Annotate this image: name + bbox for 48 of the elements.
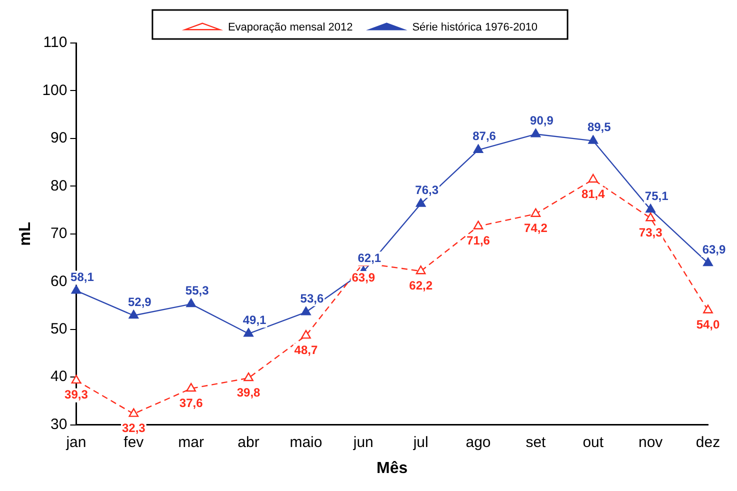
data-label: 62,2 xyxy=(409,278,433,292)
data-label: 74,2 xyxy=(524,221,548,236)
data-label: 75,1 xyxy=(644,188,669,203)
data-label: 63,9 xyxy=(352,270,376,284)
x-tick-label: jun xyxy=(352,434,374,451)
x-tick-label: jul xyxy=(412,434,428,451)
data-label: 71,6 xyxy=(466,234,490,248)
data-label: 32,3 xyxy=(122,421,146,436)
data-label: 63,9 xyxy=(702,242,726,256)
x-tick-label: ago xyxy=(466,434,491,451)
x-tick-label: jan xyxy=(65,434,86,451)
data-label: 37,6 xyxy=(179,396,204,410)
data-label: 90,9 xyxy=(530,113,554,128)
data-label: 49,1 xyxy=(242,312,267,327)
data-label: 58,1 xyxy=(70,270,94,284)
y-tick-label: 100 xyxy=(42,82,68,99)
x-tick-label: abr xyxy=(238,434,260,451)
x-tick-label: mar xyxy=(178,434,204,451)
y-tick-label: 90 xyxy=(50,130,68,147)
y-tick-label: 70 xyxy=(50,225,68,242)
x-tick-label: set xyxy=(526,434,547,451)
legend-label: Evaporação mensal 2012 xyxy=(228,22,353,34)
x-tick-label: dez xyxy=(696,434,720,451)
data-label: 87,6 xyxy=(472,129,496,144)
y-tick-label: 110 xyxy=(43,34,68,52)
x-tick-label: out xyxy=(582,434,604,451)
data-label: 54,0 xyxy=(696,318,720,332)
data-label: 39,8 xyxy=(236,385,261,400)
x-tick-label: nov xyxy=(638,434,664,451)
y-tick-label: 50 xyxy=(50,320,68,338)
legend-label: Série histórica 1976-2010 xyxy=(412,22,538,34)
data-label: 48,7 xyxy=(294,342,318,357)
data-label: 39,3 xyxy=(64,388,88,402)
data-label: 81,4 xyxy=(581,186,606,201)
data-label: 53,6 xyxy=(300,291,324,306)
x-tick-label: maio xyxy=(290,434,322,451)
data-label: 89,5 xyxy=(587,120,612,134)
x-tick-label: fev xyxy=(124,434,144,451)
y-tick-label: 30 xyxy=(50,416,68,433)
data-label: 52,9 xyxy=(128,294,152,309)
data-label: 73,3 xyxy=(638,225,663,240)
data-label: 55,3 xyxy=(185,283,210,298)
x-axis-title: Mês xyxy=(376,460,408,477)
y-axis-title: mL xyxy=(17,222,34,246)
y-tick-label: 60 xyxy=(50,272,68,290)
y-tick-label: 40 xyxy=(50,368,68,386)
data-label: 76,3 xyxy=(415,183,439,198)
y-tick-label: 80 xyxy=(50,177,68,194)
